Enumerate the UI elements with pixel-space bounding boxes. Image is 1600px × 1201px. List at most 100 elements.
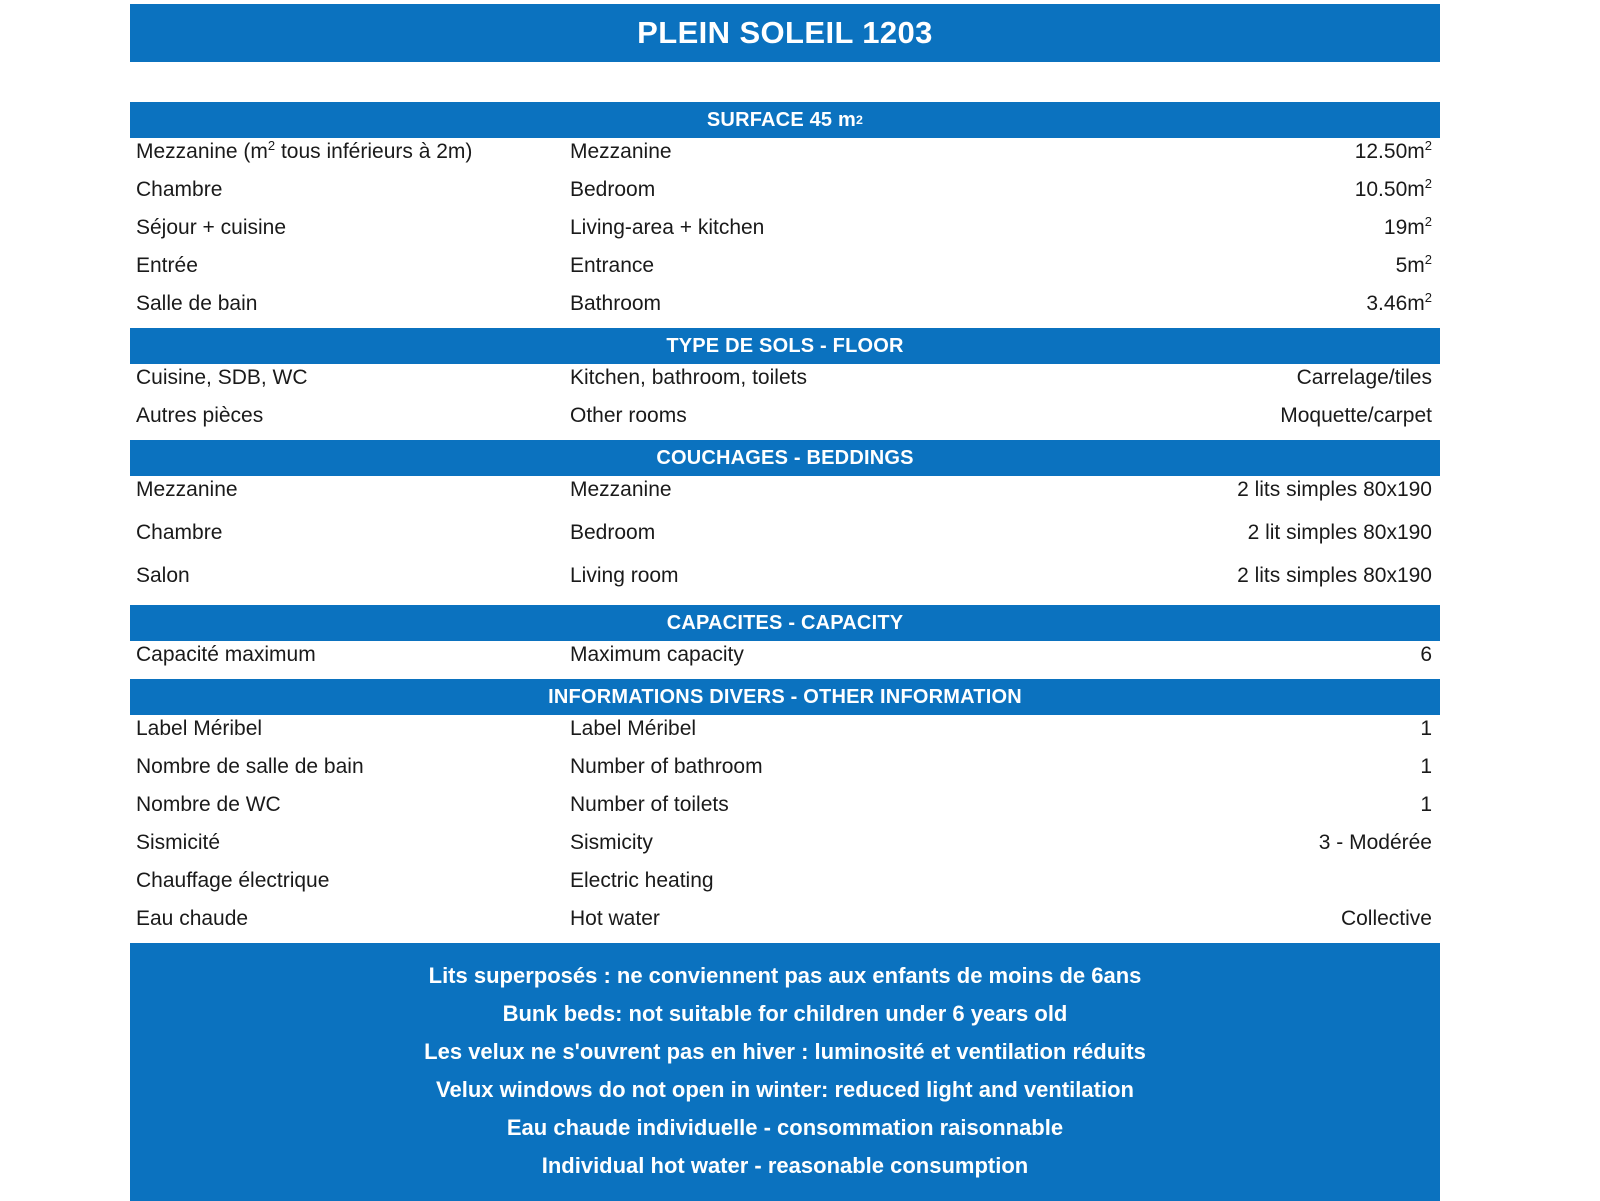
- row-label-fr: Nombre de WC: [130, 793, 570, 817]
- row-value-text: 1: [1420, 717, 1432, 740]
- row-label-fr: Salle de bain: [130, 292, 570, 316]
- row-label-en: Other rooms: [570, 404, 687, 427]
- section-header-floor: TYPE DE SOLS - FLOOR: [130, 328, 1440, 364]
- row-value: Collective: [1010, 907, 1440, 931]
- row-value: 1: [1010, 717, 1440, 741]
- row-label-fr: Nombre de salle de bain: [130, 755, 570, 779]
- section-header-other-information: INFORMATIONS DIVERS - OTHER INFORMATION: [130, 679, 1440, 715]
- row-label-fr: Mezzanine: [130, 478, 570, 502]
- note-line: Individual hot water - reasonable consum…: [541, 1153, 1029, 1178]
- table-row: Chambre Bedroom 10.50m2: [130, 176, 1440, 214]
- row-label-fr: Sismicité: [130, 831, 570, 855]
- row-label-fr: Capacité maximum: [130, 643, 570, 667]
- row-label-fr-text: Chambre: [136, 178, 223, 201]
- table-row: Nombre de salle de bain Number of bathroo…: [130, 753, 1440, 791]
- page-title-bar: PLEIN SOLEIL 1203: [130, 4, 1440, 62]
- row-value: 2 lits simples 80x190: [1010, 564, 1440, 588]
- row-value: 3.46m2: [1010, 290, 1440, 316]
- sheet-content: PLEIN SOLEIL 1203 SURFACE 45 m 2 Mezzanine…: [130, 0, 1440, 1201]
- page-title: PLEIN SOLEIL 1203: [637, 15, 933, 50]
- table-row: Chambre Bedroom 2 lit simples 80x190: [130, 519, 1440, 562]
- table-row: Eau chaude Hot water Collective: [130, 905, 1440, 943]
- row-label-fr: Cuisine, SDB, WC: [130, 366, 570, 390]
- row-value: 19m2: [1010, 214, 1440, 240]
- notes-list: Lits superposés : ne conviennent pas aux…: [130, 957, 1440, 1185]
- row-value-superscript: 2: [1424, 290, 1432, 305]
- row-value-text: Carrelage/tiles: [1296, 366, 1432, 389]
- table-row: Salle de bain Bathroom 3.46m2: [130, 290, 1440, 328]
- row-label-fr-text: Entrée: [136, 254, 198, 277]
- row-label-fr: Mezzanine (m2 tous inférieurs à 2m): [130, 138, 570, 164]
- note-line: Lits superposés : ne conviennent pas aux…: [428, 963, 1142, 988]
- row-label-en: Living-area + kitchen: [570, 216, 765, 239]
- row-label-fr-superscript: 2: [267, 138, 276, 153]
- row-label-en: Electric heating: [570, 869, 714, 892]
- row-label-fr: Eau chaude: [130, 907, 570, 931]
- row-label-fr-text: Mezzanine (m: [136, 140, 268, 163]
- row-value-text: 12.50m: [1354, 140, 1425, 163]
- row-label-fr-text: Salon: [136, 564, 190, 587]
- row-label-en: Bedroom: [570, 521, 656, 544]
- row-label-en: Mezzanine: [570, 140, 672, 163]
- row-value-text: 6: [1420, 643, 1432, 666]
- section-rows-floor: Cuisine, SDB, WC Kitchen, bathroom, toile…: [130, 364, 1440, 440]
- row-label-fr-text: Cuisine, SDB, WC: [136, 366, 308, 389]
- row-label-fr-suffix: tous inférieurs à 2m): [275, 140, 473, 163]
- section-header-capacity: CAPACITES - CAPACITY: [130, 605, 1440, 641]
- row-value: Moquette/carpet: [1010, 404, 1440, 428]
- table-row: Entrée Entrance 5m2: [130, 252, 1440, 290]
- section-rows-capacity: Capacité maximum Maximum capacity 6: [130, 641, 1440, 679]
- row-label-en: Mezzanine: [570, 478, 672, 501]
- row-value-text: 2 lits simples 80x190: [1237, 478, 1432, 501]
- section-header-label: TYPE DE SOLS - FLOOR: [666, 334, 904, 357]
- row-value-superscript: 2: [1424, 252, 1432, 267]
- row-value: 1: [1010, 755, 1440, 779]
- table-row: Nombre de WC Number of toilets 1: [130, 791, 1440, 829]
- row-label-fr-text: Eau chaude: [136, 907, 249, 930]
- row-label-fr-text: Séjour + cuisine: [136, 216, 287, 239]
- row-value-text: Moquette/carpet: [1280, 404, 1432, 427]
- section-rows-beddings: Mezzanine Mezzanine 2 lits simples 80x190 C…: [130, 476, 1440, 605]
- row-value: 10.50m2: [1010, 176, 1440, 202]
- table-row: Sismicité Sismicity 3 - Modérée: [130, 829, 1440, 867]
- row-value-text: 5m: [1395, 254, 1425, 277]
- row-label-fr: Autres pièces: [130, 404, 570, 428]
- row-value-superscript: 2: [1424, 214, 1432, 229]
- row-value-text: 10.50m: [1354, 178, 1425, 201]
- row-label-fr: Label Méribel: [130, 717, 570, 741]
- row-label-en: Entrance: [570, 254, 655, 277]
- row-label-fr-text: Nombre de WC: [136, 793, 281, 816]
- table-row: Autres pièces Other rooms Moquette/carpet: [130, 402, 1440, 440]
- row-label-fr-text: Mezzanine: [136, 478, 238, 501]
- row-label-en: Bathroom: [570, 292, 662, 315]
- table-row: Séjour + cuisine Living-area + kitchen 19m…: [130, 214, 1440, 252]
- table-row: Cuisine, SDB, WC Kitchen, bathroom, toile…: [130, 364, 1440, 402]
- row-value-text: Collective: [1340, 907, 1432, 930]
- row-value: 2 lits simples 80x190: [1010, 478, 1440, 502]
- row-label-fr-text: Chauffage électrique: [136, 869, 330, 892]
- note-line: Eau chaude individuelle - consommation r…: [506, 1115, 1064, 1140]
- row-label-fr-text: Capacité maximum: [136, 643, 316, 666]
- row-label-fr: Séjour + cuisine: [130, 216, 570, 240]
- row-value: 3 - Modérée: [1010, 831, 1440, 855]
- section-rows-surface: Mezzanine (m2 tous inférieurs à 2m) Mezza…: [130, 138, 1440, 328]
- row-value-text: 2 lits simples 80x190: [1237, 564, 1432, 587]
- row-label-fr-text: Autres pièces: [136, 404, 264, 427]
- row-value-text: 2 lit simples 80x190: [1247, 521, 1432, 544]
- title-spacer: [130, 62, 1440, 102]
- row-label-en: Maximum capacity: [570, 643, 744, 666]
- row-label-en: Hot water: [570, 907, 660, 930]
- section-rows-other-information: Label Méribel Label Méribel 1 Nombre de sal…: [130, 715, 1440, 943]
- row-label-fr-text: Sismicité: [136, 831, 221, 854]
- table-row: Mezzanine (m2 tous inférieurs à 2m) Mezza…: [130, 138, 1440, 176]
- row-value-superscript: 2: [1424, 176, 1432, 191]
- row-label-fr: Salon: [130, 564, 570, 588]
- row-label-en: Number of toilets: [570, 793, 729, 816]
- note-line: Bunk beds: not suitable for children und…: [502, 1001, 1068, 1026]
- notes-block: Lits superposés : ne conviennent pas aux…: [130, 943, 1440, 1201]
- row-label-fr-text: Label Méribel: [136, 717, 263, 740]
- row-label-fr: Chambre: [130, 521, 570, 545]
- row-label-fr: Chambre: [130, 178, 570, 202]
- row-value: 12.50m2: [1010, 139, 1440, 164]
